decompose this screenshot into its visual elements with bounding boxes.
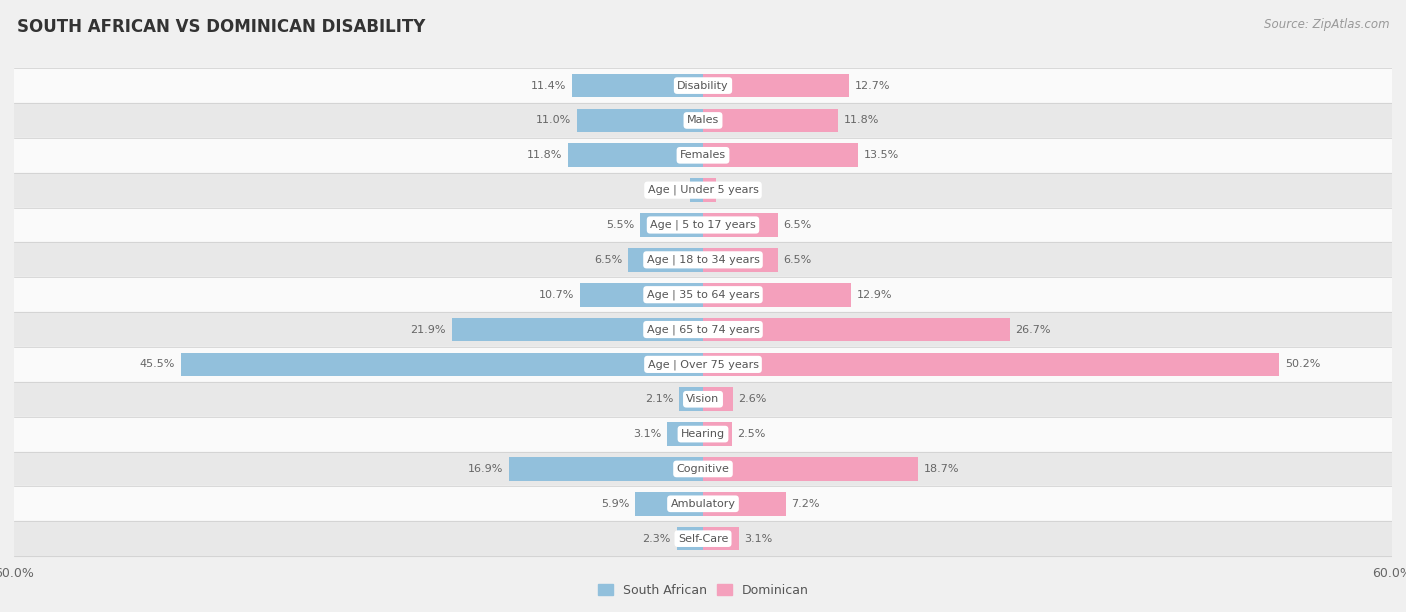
Bar [14, 207, 1392, 242]
Text: 21.9%: 21.9% [411, 324, 446, 335]
Bar [14, 382, 1392, 417]
Bar [14, 138, 1392, 173]
Text: 6.5%: 6.5% [783, 255, 811, 265]
Bar [679, 387, 703, 411]
Text: Ambulatory: Ambulatory [671, 499, 735, 509]
Text: 7.2%: 7.2% [792, 499, 820, 509]
Bar [703, 73, 849, 97]
Text: Males: Males [688, 116, 718, 125]
Bar [14, 173, 1392, 207]
Text: 5.9%: 5.9% [602, 499, 630, 509]
Bar [703, 108, 838, 132]
Bar [703, 527, 738, 551]
Text: Age | 18 to 34 years: Age | 18 to 34 years [647, 255, 759, 265]
Text: Disability: Disability [678, 81, 728, 91]
Text: 11.8%: 11.8% [844, 116, 880, 125]
Bar [572, 73, 703, 97]
Text: 45.5%: 45.5% [139, 359, 174, 370]
Text: 18.7%: 18.7% [924, 464, 959, 474]
Bar [628, 248, 703, 272]
Bar [676, 527, 703, 551]
Bar [703, 492, 786, 516]
Text: 1.1%: 1.1% [721, 185, 749, 195]
Text: 50.2%: 50.2% [1285, 359, 1320, 370]
Text: Hearing: Hearing [681, 429, 725, 439]
Bar [576, 108, 703, 132]
Bar [14, 103, 1392, 138]
Bar [703, 143, 858, 167]
Text: 26.7%: 26.7% [1015, 324, 1050, 335]
Text: Age | 65 to 74 years: Age | 65 to 74 years [647, 324, 759, 335]
Text: Age | Over 75 years: Age | Over 75 years [648, 359, 758, 370]
Bar [703, 422, 731, 446]
Bar [180, 353, 703, 376]
Text: 2.5%: 2.5% [738, 429, 766, 439]
Text: 6.5%: 6.5% [595, 255, 623, 265]
Bar [703, 178, 716, 202]
Bar [14, 347, 1392, 382]
Bar [703, 318, 1010, 341]
Text: 3.1%: 3.1% [634, 429, 662, 439]
Text: 2.3%: 2.3% [643, 534, 671, 543]
Text: 2.6%: 2.6% [738, 394, 766, 405]
Text: Age | 5 to 17 years: Age | 5 to 17 years [650, 220, 756, 230]
Bar [14, 68, 1392, 103]
Bar [703, 283, 851, 307]
Bar [690, 178, 703, 202]
Text: 2.1%: 2.1% [645, 394, 673, 405]
Text: Cognitive: Cognitive [676, 464, 730, 474]
Text: 5.5%: 5.5% [606, 220, 634, 230]
Bar [509, 457, 703, 481]
Text: Age | Under 5 years: Age | Under 5 years [648, 185, 758, 195]
Legend: South African, Dominican: South African, Dominican [592, 579, 814, 602]
Text: 12.9%: 12.9% [856, 289, 893, 300]
Text: 11.4%: 11.4% [531, 81, 567, 91]
Text: 11.0%: 11.0% [536, 116, 571, 125]
Text: Age | 35 to 64 years: Age | 35 to 64 years [647, 289, 759, 300]
Text: 6.5%: 6.5% [783, 220, 811, 230]
Bar [568, 143, 703, 167]
Bar [640, 213, 703, 237]
Bar [703, 457, 918, 481]
Text: SOUTH AFRICAN VS DOMINICAN DISABILITY: SOUTH AFRICAN VS DOMINICAN DISABILITY [17, 18, 425, 36]
Bar [14, 312, 1392, 347]
Text: 13.5%: 13.5% [863, 151, 898, 160]
Bar [14, 521, 1392, 556]
Bar [703, 353, 1279, 376]
Bar [581, 283, 703, 307]
Bar [14, 452, 1392, 487]
Bar [14, 487, 1392, 521]
Text: 10.7%: 10.7% [538, 289, 575, 300]
Text: Source: ZipAtlas.com: Source: ZipAtlas.com [1264, 18, 1389, 31]
Bar [703, 248, 778, 272]
Text: 3.1%: 3.1% [744, 534, 772, 543]
Bar [451, 318, 703, 341]
Text: Females: Females [681, 151, 725, 160]
Text: Self-Care: Self-Care [678, 534, 728, 543]
Text: 16.9%: 16.9% [468, 464, 503, 474]
Bar [668, 422, 703, 446]
Bar [703, 387, 733, 411]
Bar [14, 277, 1392, 312]
Bar [636, 492, 703, 516]
Text: 1.1%: 1.1% [657, 185, 685, 195]
Text: 12.7%: 12.7% [855, 81, 890, 91]
Text: Vision: Vision [686, 394, 720, 405]
Bar [14, 242, 1392, 277]
Text: 11.8%: 11.8% [526, 151, 562, 160]
Bar [14, 417, 1392, 452]
Bar [703, 213, 778, 237]
